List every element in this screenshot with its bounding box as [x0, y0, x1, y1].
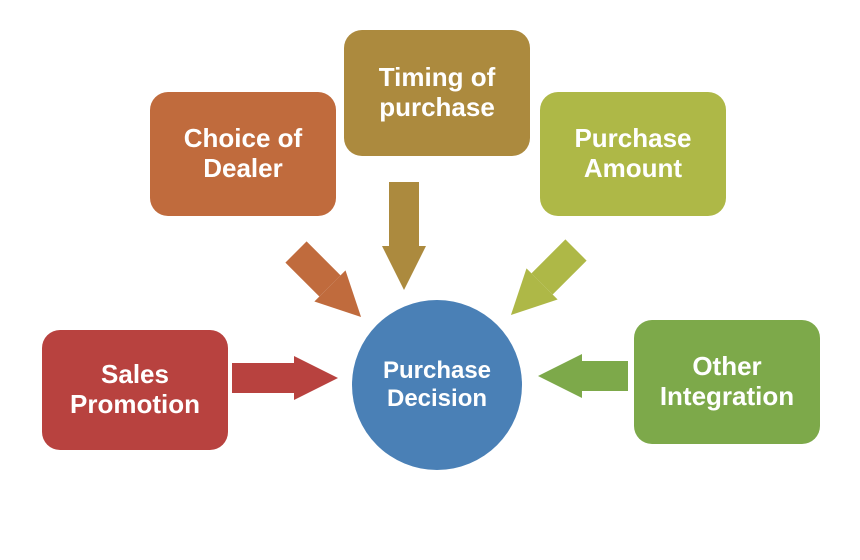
arrow-choice-of-dealer: [280, 236, 376, 332]
node-label: Timing ofpurchase: [379, 63, 496, 123]
arrow-timing-of-purchase: [382, 182, 426, 290]
center-node: PurchaseDecision: [352, 300, 522, 470]
node-other-integration: OtherIntegration: [634, 320, 820, 444]
arrow-other-integration: [538, 354, 628, 398]
node-sales-promotion: SalesPromotion: [42, 330, 228, 450]
node-label: Choice ofDealer: [184, 124, 302, 184]
node-label: SalesPromotion: [70, 360, 200, 420]
arrow-purchase-amount: [495, 234, 591, 330]
arrow-sales-promotion: [232, 356, 338, 400]
diagram-stage: PurchaseDecision SalesPromotion Choice of…: [0, 0, 860, 560]
node-purchase-amount: PurchaseAmount: [540, 92, 726, 216]
node-label: PurchaseAmount: [574, 124, 691, 184]
node-label: OtherIntegration: [660, 352, 794, 412]
node-choice-of-dealer: Choice ofDealer: [150, 92, 336, 216]
center-label: PurchaseDecision: [383, 357, 491, 412]
node-timing-of-purchase: Timing ofpurchase: [344, 30, 530, 156]
